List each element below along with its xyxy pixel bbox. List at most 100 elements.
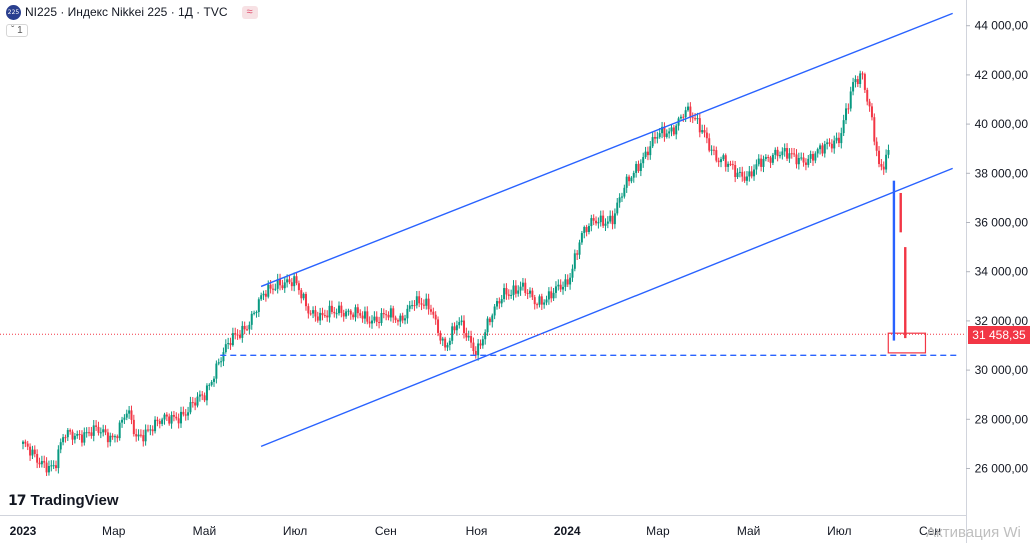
candle-body <box>623 187 626 197</box>
candle-body <box>345 311 348 317</box>
candle-body <box>205 385 208 401</box>
candle-body <box>182 411 185 415</box>
candle-body <box>583 226 586 234</box>
candle-body <box>495 301 498 307</box>
candle-body <box>66 430 69 438</box>
candle-body <box>769 157 772 163</box>
candle-body <box>455 325 458 331</box>
candle-body <box>161 419 164 424</box>
windows-activation-watermark: Активация Wi <box>926 524 1021 541</box>
candle-body <box>571 268 574 278</box>
candle-body <box>590 218 593 227</box>
candle-body <box>868 101 871 107</box>
symbol-title: NI225 · Индекс Nikkei 225 · 1Д · TVC <box>25 5 228 19</box>
candle-body <box>771 154 774 163</box>
candle-body <box>592 218 595 221</box>
candle-body <box>382 313 385 315</box>
candle-body <box>821 145 824 154</box>
candle-body <box>26 443 29 447</box>
candle-body <box>359 313 362 316</box>
candle-body <box>33 449 36 454</box>
candle-body <box>734 165 737 177</box>
candle-body <box>609 215 612 222</box>
candle-body <box>234 333 237 335</box>
y-tick-label: 42 000,00 <box>975 68 1029 82</box>
candle-body <box>43 461 46 463</box>
candle-body <box>788 153 791 159</box>
tradingview-logo-text: TradingView <box>30 492 119 509</box>
candle-body <box>479 343 482 346</box>
candle-body <box>427 298 430 310</box>
candle-body <box>36 453 39 463</box>
candle-body <box>80 434 83 443</box>
candle-body <box>620 196 623 198</box>
candle-body <box>55 465 58 469</box>
collapse-legend-button[interactable]: ˇ 1 <box>6 24 28 37</box>
candle-body <box>764 157 767 160</box>
y-tick-label: 30 000,00 <box>975 363 1029 377</box>
candle-body <box>484 332 487 340</box>
candle-body <box>139 434 142 436</box>
candle-body <box>406 308 409 319</box>
candle-body <box>415 296 418 306</box>
candle-body <box>611 215 614 225</box>
candle-body <box>297 283 300 291</box>
highlight-box <box>887 332 927 354</box>
candle-body <box>215 363 218 379</box>
y-tick-label: 40 000,00 <box>975 117 1029 131</box>
tradingview-mark-icon: 17 <box>8 492 27 509</box>
candle-body <box>852 82 855 92</box>
candle-body <box>687 106 690 111</box>
candle-body <box>156 419 159 422</box>
x-tick-label: 2024 <box>554 524 581 538</box>
candle-body <box>519 286 522 291</box>
candle-body <box>83 432 86 443</box>
candle-body <box>446 344 449 348</box>
candle-body <box>300 290 303 299</box>
candle-body <box>630 177 633 182</box>
candle-body <box>811 153 814 161</box>
candle-body <box>248 324 251 330</box>
candle-body <box>177 418 180 424</box>
candle-body <box>599 215 602 223</box>
candle-body <box>672 127 675 135</box>
candle-body <box>797 157 800 165</box>
candle-body <box>653 137 656 139</box>
x-tick-label: Май <box>737 524 761 538</box>
candle-body <box>632 172 635 178</box>
candle-body <box>566 279 569 285</box>
candle-body <box>319 312 322 321</box>
candle-body <box>828 142 831 144</box>
candle-body <box>694 118 697 120</box>
candle-body <box>826 142 829 145</box>
candle-body <box>809 153 812 159</box>
candle-body <box>481 339 484 346</box>
candle-body <box>255 312 258 314</box>
candle-body <box>347 310 350 312</box>
candle-body <box>271 288 274 290</box>
candle-body <box>24 441 27 444</box>
candle-body <box>128 410 131 414</box>
candle-body <box>557 284 560 287</box>
candle-body <box>184 414 187 416</box>
candle-body <box>375 316 378 323</box>
symbol-header[interactable]: 225 NI225 · Индекс Nikkei 225 · 1Д · TVC… <box>6 4 258 20</box>
tradingview-logo[interactable]: 17 TradingView <box>8 492 119 509</box>
candle-body <box>748 171 751 177</box>
candle-body <box>123 417 126 420</box>
candle-body <box>738 171 741 173</box>
candle-body <box>753 169 756 177</box>
candle-body <box>545 299 548 303</box>
candle-body <box>875 141 878 151</box>
candle-body <box>267 284 270 297</box>
candle-body <box>231 333 234 346</box>
compare-badge[interactable]: ≈ <box>241 5 258 19</box>
candle-body <box>550 291 553 299</box>
candle-body <box>460 320 463 323</box>
candle-body <box>434 314 437 320</box>
candle-body <box>281 285 284 289</box>
candle-body <box>439 332 442 341</box>
candle-body <box>474 351 477 356</box>
